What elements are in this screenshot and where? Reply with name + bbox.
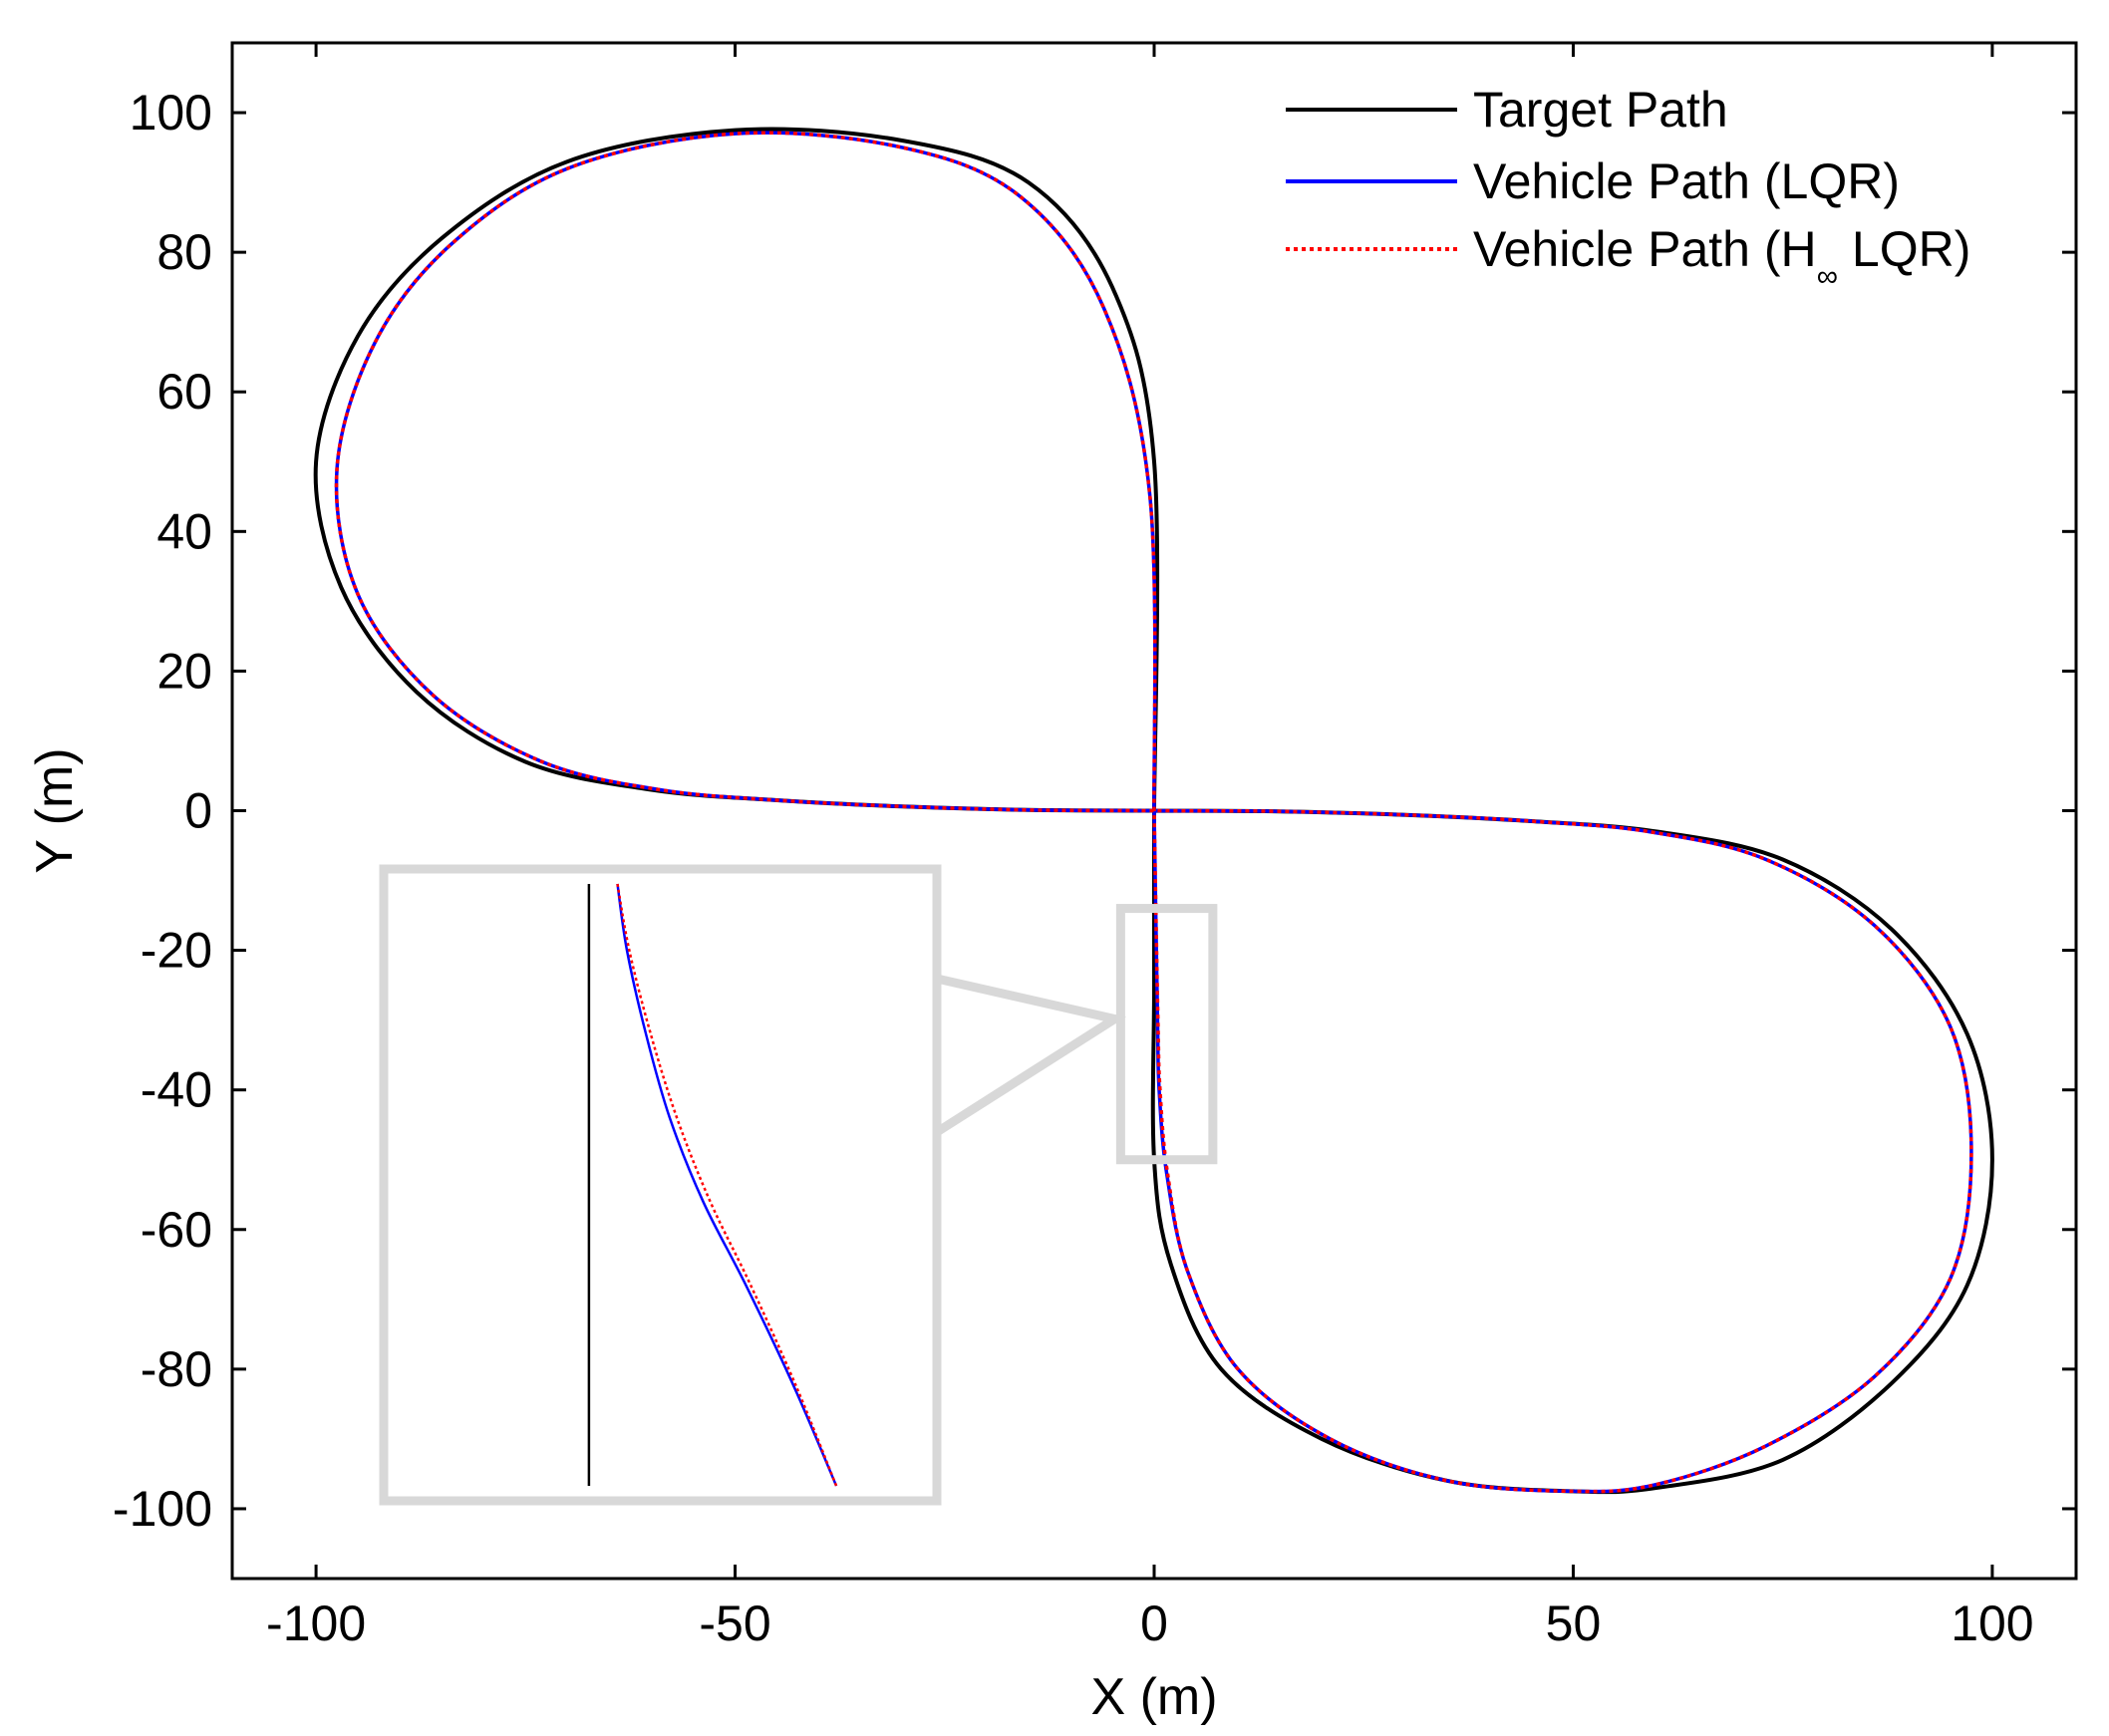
y-tick-label: -100 xyxy=(113,1481,212,1537)
series-line-vehicle-path-hinf-lqr xyxy=(334,131,1973,1494)
axis-ticks: -100 -50 0 50 100 100 80 60 40 20 0 -20 -40 -60 -80 -10… xyxy=(113,43,2076,1651)
y-tick-label: 0 xyxy=(184,783,212,839)
y-tick-label: -80 xyxy=(141,1341,212,1397)
legend: Target Path Vehicle Path (LQR) Vehicle P… xyxy=(1286,82,1970,293)
inset-frame xyxy=(379,864,942,1506)
legend-hinf-suffix: LQR) xyxy=(1838,221,1970,277)
legend-label-vehicle-path-hinf-lqr: Vehicle Path (H∞ LQR) xyxy=(1473,221,1970,293)
y-tick-label: -40 xyxy=(141,1062,212,1118)
y-tick-label: -20 xyxy=(141,923,212,979)
x-axis-title: X (m) xyxy=(1090,1668,1217,1726)
x-tick-label: 100 xyxy=(1951,1595,2033,1651)
x-tick-label: -50 xyxy=(699,1595,770,1651)
inset xyxy=(379,864,1218,1506)
legend-label-target-path: Target Path xyxy=(1473,82,1728,138)
y-tick-label: 100 xyxy=(130,85,212,141)
y-tick-label: 20 xyxy=(156,643,212,699)
legend-hinf-subscript: ∞ xyxy=(1817,260,1838,293)
legend-label-vehicle-path-lqr: Vehicle Path (LQR) xyxy=(1473,153,1900,209)
x-tick-label: -100 xyxy=(266,1595,366,1651)
x-tick-label: 50 xyxy=(1546,1595,1602,1651)
y-tick-label: 60 xyxy=(156,364,212,420)
legend-hinf-prefix: Vehicle Path (H xyxy=(1473,221,1817,277)
inset-series-line-vehicle-path-lqr xyxy=(616,883,838,1487)
y-tick-label: 80 xyxy=(156,224,212,280)
inset-series-line-vehicle-path-hinf-lqr xyxy=(616,883,838,1487)
x-tick-label: 0 xyxy=(1140,1595,1168,1651)
y-tick-label: -60 xyxy=(141,1202,212,1258)
y-axis-title: Y (m) xyxy=(26,747,84,873)
series-layer xyxy=(313,127,1994,1495)
zoom-callout-pointer xyxy=(934,974,1126,1136)
y-tick-label: 40 xyxy=(156,503,212,559)
zoom-region-box xyxy=(1115,904,1218,1165)
